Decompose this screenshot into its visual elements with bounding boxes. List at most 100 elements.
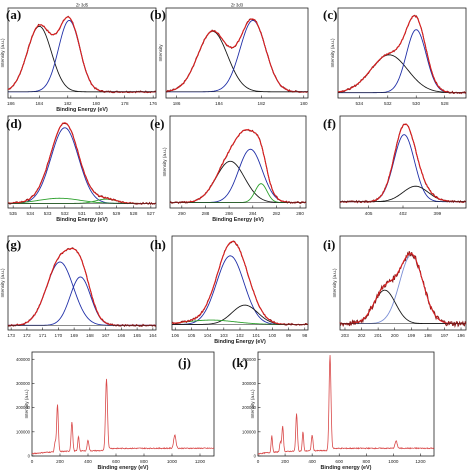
x-tick-label: 1000: [388, 459, 399, 464]
fit-envelope: [165, 18, 308, 93]
component-peak-blue: [8, 276, 156, 326]
x-tick-label: 168: [86, 333, 94, 338]
component-peak-black: [340, 185, 466, 203]
x-tick-label: 534: [27, 211, 35, 216]
panel-d: 535 534 533 532 531 530 529 528 527 Binding Energ…: [6, 115, 157, 223]
x-tick-label: 282: [273, 211, 281, 216]
y-axis-label: Intensity (a.u.): [162, 147, 167, 177]
x-tick-label: 527: [147, 211, 155, 216]
plot-frame: [7, 115, 157, 209]
panel-label: (b): [150, 7, 166, 22]
x-tick-label: 102: [236, 333, 244, 338]
raw-spectrum: [165, 18, 309, 94]
fit-envelope: [340, 252, 466, 325]
x-tick-label: 535: [9, 211, 17, 216]
x-tick-label: 402: [399, 211, 407, 216]
x-tick-label: 405: [365, 211, 373, 216]
x-tick-label: 529: [113, 211, 121, 216]
x-tick-label: 201: [374, 333, 382, 338]
fit-envelope: [7, 122, 156, 204]
panel-label: (k): [232, 355, 248, 370]
component-peak-black: [165, 30, 308, 93]
x-tick-label: 98: [302, 333, 308, 338]
x-axis-label: Binding Energy (eV): [212, 217, 264, 223]
y-tick-label: 300000: [242, 381, 257, 386]
x-tick-label: 171: [39, 333, 47, 338]
x-tick-label: 1000: [167, 459, 178, 464]
x-tick-label: 1200: [195, 459, 206, 464]
component-peak-blue: [7, 261, 156, 326]
x-tick-label: 167: [102, 333, 110, 338]
panel-label: (f): [323, 116, 336, 131]
x-tick-label: 284: [249, 211, 257, 216]
x-tick-label: 180: [92, 101, 100, 106]
x-tick-label: 530: [412, 101, 420, 106]
x-tick-label: 528: [130, 211, 138, 216]
component-peak-blue: [172, 255, 308, 325]
x-tick-label: 0: [31, 459, 34, 464]
x-tick-label: 176: [149, 101, 157, 106]
x-tick-label: 198: [424, 333, 432, 338]
x-tick-label: 530: [95, 211, 103, 216]
panel-g: 173 172 171 170 169 168 167 166 165 164 Intensity …: [0, 235, 157, 338]
x-axis-label: Binding energy (eV): [321, 465, 372, 471]
chart-title: Zr 3d3: [231, 3, 244, 8]
panel-label: (g): [6, 237, 21, 252]
raw-spectrum: [7, 15, 157, 94]
fit-envelope: [171, 241, 308, 325]
plot-frame: [165, 7, 309, 99]
x-tick-label: 399: [434, 211, 442, 216]
panel-e: 290 288 286 284 282 280 Binding Energy (eV) Int…: [150, 115, 307, 223]
x-tick-label: 196: [457, 333, 465, 338]
x-axis-label: Binding Energy (eV): [56, 217, 108, 223]
plot-frame: [7, 7, 157, 99]
x-tick-label: 531: [78, 211, 86, 216]
x-tick-label: 184: [215, 101, 223, 106]
x-tick-label: 288: [202, 211, 210, 216]
x-tick-label: 172: [23, 333, 31, 338]
y-tick-label: 200000: [242, 405, 257, 410]
component-peak-light_blue: [340, 254, 466, 325]
panel-label: (e): [150, 116, 164, 131]
x-tick-label: 800: [140, 459, 148, 464]
y-axis-label: Intensity (a.u.): [0, 38, 5, 68]
x-tick-label: 534: [355, 101, 363, 106]
x-tick-label: 286: [225, 211, 233, 216]
panel-label: (d): [6, 116, 22, 131]
component-peak-black: [340, 289, 466, 325]
y-tick-label: 0: [254, 454, 257, 459]
raw-spectrum: [7, 247, 157, 327]
x-tick-label: 170: [55, 333, 63, 338]
x-tick-label: 203: [341, 333, 349, 338]
fit-envelope: [7, 248, 156, 326]
x-tick-label: 199: [407, 333, 415, 338]
raw-spectrum: [337, 14, 467, 95]
x-tick-label: 104: [204, 333, 212, 338]
fit-envelope: [337, 15, 466, 94]
raw-spectrum: [7, 122, 157, 206]
x-tick-label: 533: [44, 211, 52, 216]
y-axis-label: Intensity (a.u.): [330, 38, 335, 68]
y-tick-label: 400000: [16, 357, 31, 362]
y-tick-label: 100000: [16, 429, 31, 434]
y-tick-label: 400000: [242, 357, 257, 362]
x-axis-label: Binding Energy (eV): [214, 339, 266, 345]
panel-a: 186 184 182 180 178 176 Binding Energy (eV) Int…: [0, 3, 157, 114]
x-axis-label: Binding Energy (eV): [56, 107, 108, 113]
plot-frame: [7, 235, 157, 331]
component-peak-blue: [340, 134, 466, 203]
x-tick-label: 103: [220, 333, 228, 338]
panel-c: 534 532 530 528 Intensity (a.u.) (c): [323, 7, 467, 106]
x-tick-label: 0: [257, 459, 260, 464]
raw-spectrum: [339, 123, 467, 204]
panel-b: 186 184 182 180 Intensity Zr 3d3 (b): [150, 3, 309, 106]
x-tick-label: 200: [281, 459, 289, 464]
x-tick-label: 101: [252, 333, 260, 338]
plot-frame: [31, 351, 215, 457]
x-tick-label: 1200: [415, 459, 426, 464]
x-tick-label: 100: [269, 333, 277, 338]
x-tick-label: 200: [391, 333, 399, 338]
panel-label: (i): [323, 237, 335, 252]
x-tick-label: 532: [61, 211, 69, 216]
